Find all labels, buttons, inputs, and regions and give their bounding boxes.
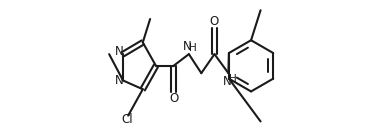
Text: N: N xyxy=(115,74,124,87)
Text: O: O xyxy=(210,15,219,28)
Text: N: N xyxy=(183,40,192,53)
Text: H: H xyxy=(229,74,237,84)
Text: O: O xyxy=(169,92,178,105)
Text: N: N xyxy=(115,45,124,58)
Text: H: H xyxy=(189,43,197,53)
Text: Cl: Cl xyxy=(121,113,133,126)
Text: N: N xyxy=(223,75,232,88)
